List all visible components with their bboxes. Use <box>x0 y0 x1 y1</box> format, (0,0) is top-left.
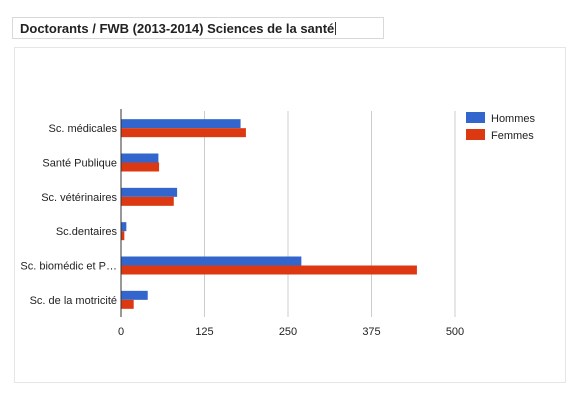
legend-swatch <box>466 112 485 123</box>
y-category-label: Santé Publique <box>42 158 117 170</box>
x-tick-label: 500 <box>446 326 464 338</box>
bar-hommes[interactable] <box>121 119 241 129</box>
bar-femmes[interactable] <box>121 231 125 241</box>
bar-hommes[interactable] <box>121 290 148 300</box>
x-tick-label: 0 <box>118 326 124 338</box>
bar-femmes[interactable] <box>121 196 174 206</box>
legend-label[interactable]: Hommes <box>491 113 536 125</box>
chart-title-field[interactable]: Doctorants / FWB (2013-2014) Sciences de… <box>12 17 384 39</box>
x-tick-label: 375 <box>362 326 380 338</box>
y-category-label: Sc. vétérinaires <box>41 192 117 204</box>
legend-label[interactable]: Femmes <box>491 130 534 142</box>
y-category-label: Sc.dentaires <box>56 226 118 238</box>
bar-femmes[interactable] <box>121 128 246 138</box>
legend-swatch <box>466 129 485 140</box>
y-category-label: Sc. médicales <box>49 123 118 135</box>
x-tick-label: 125 <box>195 326 213 338</box>
text-caret <box>335 22 337 35</box>
bar-hommes[interactable] <box>121 153 159 163</box>
chart-title-text: Doctorants / FWB (2013-2014) Sciences de… <box>20 21 337 36</box>
bar-hommes[interactable] <box>121 222 127 232</box>
y-category-label: Sc. biomédic et P… <box>20 261 117 273</box>
x-tick-label: 250 <box>279 326 297 338</box>
bar-hommes[interactable] <box>121 256 302 266</box>
bar-femmes[interactable] <box>121 162 160 172</box>
y-category-label: Sc. de la motricité <box>30 295 117 307</box>
bar-femmes[interactable] <box>121 265 417 275</box>
bar-femmes[interactable] <box>121 299 134 309</box>
bar-hommes[interactable] <box>121 187 178 197</box>
chart-frame <box>14 47 566 383</box>
